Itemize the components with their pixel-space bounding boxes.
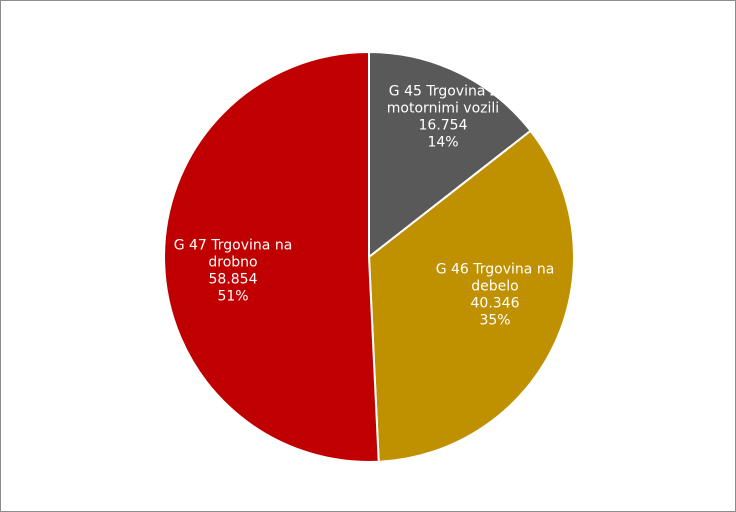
slice-label-2-line-4: 35% — [479, 313, 510, 329]
slice-label-1-line-2: motornimi vozili — [387, 101, 499, 117]
slice-label-3-line-1: G 47 Trgovina na — [174, 238, 293, 254]
slice-label-1: G 45 Trgovina z motornimi vozili 16.754 14% — [387, 84, 499, 151]
pie-slice-1 — [368, 50, 532, 260]
slice-label-2-line-2: debelo — [471, 279, 518, 295]
slice-label-1-line-1: G 45 Trgovina z — [389, 84, 497, 100]
slice-label-2-line-1: G 46 Trgovina na — [436, 262, 555, 278]
slice-label-3-line-2: drobno — [208, 255, 257, 271]
slice-label-3-line-3: 58.854 — [209, 272, 258, 288]
slice-label-2: G 46 Trgovina na debelo 40.346 35% — [436, 262, 555, 329]
slice-label-3-line-4: 51% — [217, 289, 248, 305]
slice-label-1-line-4: 14% — [427, 135, 458, 151]
slice-label-3: G 47 Trgovina na drobno 58.854 51% — [174, 238, 293, 305]
pie-slice-2 — [367, 129, 575, 463]
pie-slice-3 — [163, 50, 380, 463]
slice-label-2-line-3: 40.346 — [471, 296, 520, 312]
slice-label-1-line-3: 16.754 — [419, 118, 468, 134]
